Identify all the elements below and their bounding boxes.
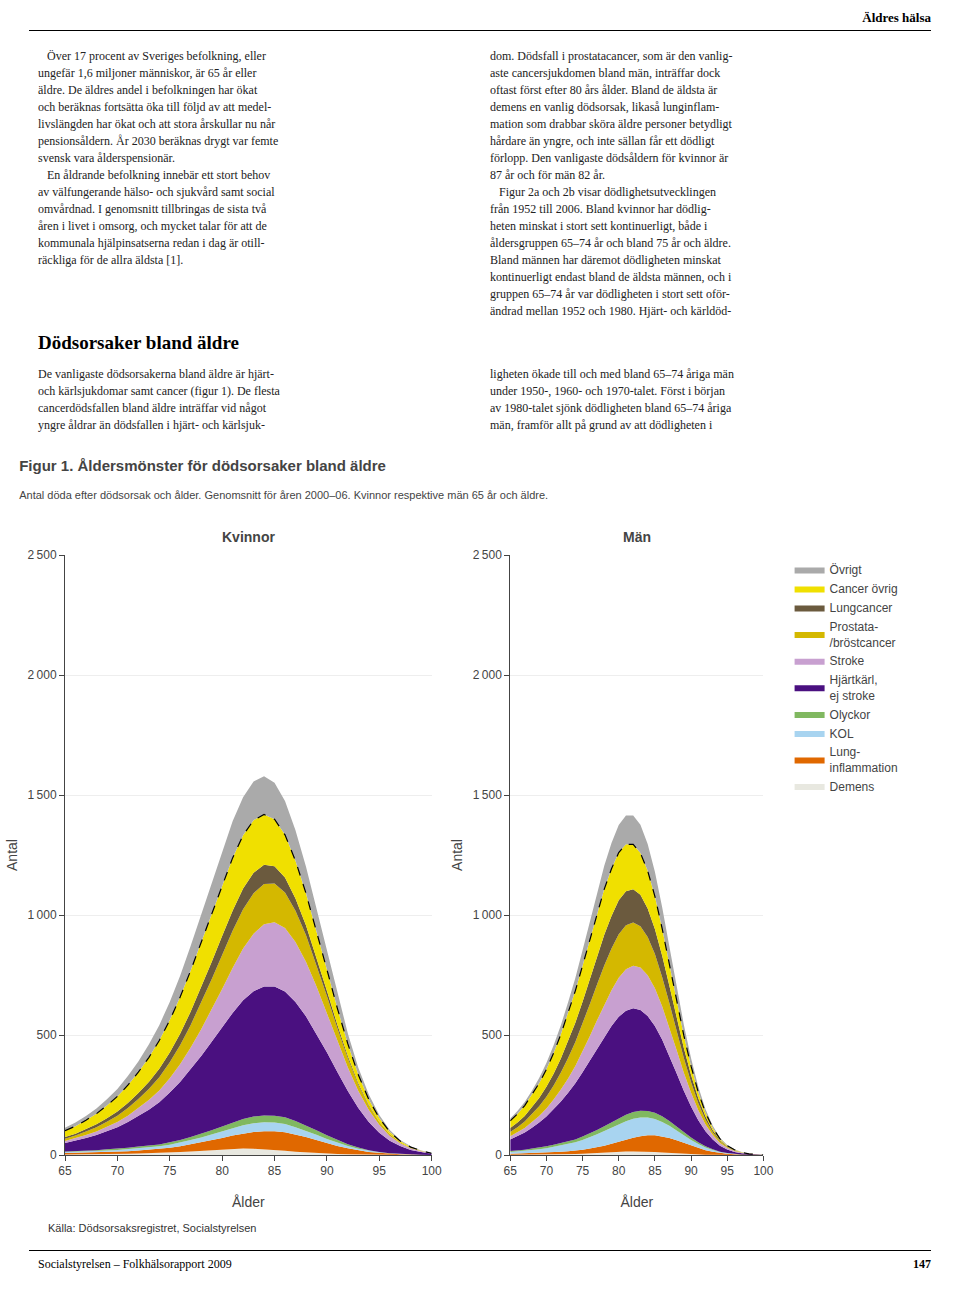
svg-text:100: 100 bbox=[753, 1164, 773, 1178]
svg-text:85: 85 bbox=[648, 1164, 662, 1178]
svg-text:95: 95 bbox=[721, 1164, 735, 1178]
svg-text:70: 70 bbox=[540, 1164, 554, 1178]
svg-text:Ålder: Ålder bbox=[620, 1194, 653, 1210]
svg-text:2 000: 2 000 bbox=[473, 668, 502, 682]
svg-text:Olyckor: Olyckor bbox=[830, 708, 871, 722]
svg-text:Ålder: Ålder bbox=[232, 1194, 265, 1210]
html-text:dom. Dödsfall i prostatacancer: dom. Dödsfall i prostatacancer, som är d… bbox=[490, 49, 733, 318]
svg-text:0: 0 bbox=[495, 1148, 502, 1162]
html-text:De vanligaste dödsorsakerna bl: De vanligaste dödsorsakerna bland äldre … bbox=[38, 367, 280, 432]
svg-text:0: 0 bbox=[50, 1148, 57, 1162]
html-text:Socialstyrelsen – Folkhälsorap: Socialstyrelsen – Folkhälsorapport 2009 bbox=[38, 1257, 232, 1271]
svg-text:KOL: KOL bbox=[830, 727, 854, 741]
svg-text:80: 80 bbox=[215, 1164, 229, 1178]
svg-text:2 000: 2 000 bbox=[27, 668, 56, 682]
html-text:147: 147 bbox=[913, 1257, 931, 1271]
svg-text:75: 75 bbox=[576, 1164, 590, 1178]
svg-text:Antal: Antal bbox=[4, 839, 20, 871]
svg-text:70: 70 bbox=[111, 1164, 125, 1178]
html-text:Dödsorsaker bland äldre: Dödsorsaker bland äldre bbox=[38, 332, 239, 353]
svg-text:90: 90 bbox=[320, 1164, 334, 1178]
svg-text:1 000: 1 000 bbox=[27, 908, 56, 922]
svg-text:65: 65 bbox=[58, 1164, 72, 1178]
svg-text:65: 65 bbox=[504, 1164, 518, 1178]
svg-text:500: 500 bbox=[482, 1028, 502, 1042]
svg-text:85: 85 bbox=[268, 1164, 282, 1178]
svg-text:1 500: 1 500 bbox=[27, 788, 56, 802]
svg-text:100: 100 bbox=[422, 1164, 442, 1178]
svg-text:95: 95 bbox=[373, 1164, 387, 1178]
svg-text:Övrigt: Övrigt bbox=[830, 563, 863, 577]
svg-text:Stroke: Stroke bbox=[830, 654, 865, 668]
html-text:Källa: Dödsorsaksregistret, So: Källa: Dödsorsaksregistret, Socialstyrel… bbox=[48, 1222, 257, 1234]
svg-text:Antal: Antal bbox=[449, 839, 465, 871]
html-text:Över 17 procent av Sveriges be: Över 17 procent av Sveriges befolkning, … bbox=[38, 49, 279, 267]
svg-text:500: 500 bbox=[37, 1028, 57, 1042]
svg-text:1 000: 1 000 bbox=[473, 908, 502, 922]
svg-text:90: 90 bbox=[684, 1164, 698, 1178]
svg-text:80: 80 bbox=[612, 1164, 626, 1178]
svg-text:Figur 1. Åldersmönster för död: Figur 1. Åldersmönster för dödsorsaker b… bbox=[19, 457, 386, 474]
svg-text:Lungcancer: Lungcancer bbox=[830, 601, 893, 615]
html-text:ligheten ökade till och med bl: ligheten ökade till och med bland 65–74 … bbox=[490, 367, 734, 432]
svg-text:Kvinnor: Kvinnor bbox=[222, 529, 275, 545]
svg-text:Prostata-/bröstcancer: Prostata-/bröstcancer bbox=[830, 620, 896, 650]
svg-text:Demens: Demens bbox=[830, 780, 875, 794]
svg-text:2 500: 2 500 bbox=[27, 548, 56, 562]
svg-text:2 500: 2 500 bbox=[473, 548, 502, 562]
svg-text:1 500: 1 500 bbox=[473, 788, 502, 802]
svg-text:Hjärtkärl,ej stroke: Hjärtkärl,ej stroke bbox=[830, 673, 878, 703]
svg-text:Cancer övrig: Cancer övrig bbox=[830, 582, 898, 596]
html-text:Äldres hälsa: Äldres hälsa bbox=[862, 10, 931, 25]
svg-text:Män: Män bbox=[623, 529, 651, 545]
svg-text:75: 75 bbox=[163, 1164, 177, 1178]
svg-text:Antal döda efter dödsorsak och: Antal döda efter dödsorsak och ålder. Ge… bbox=[19, 489, 548, 501]
svg-text:Lung-inflammation: Lung-inflammation bbox=[830, 745, 898, 775]
